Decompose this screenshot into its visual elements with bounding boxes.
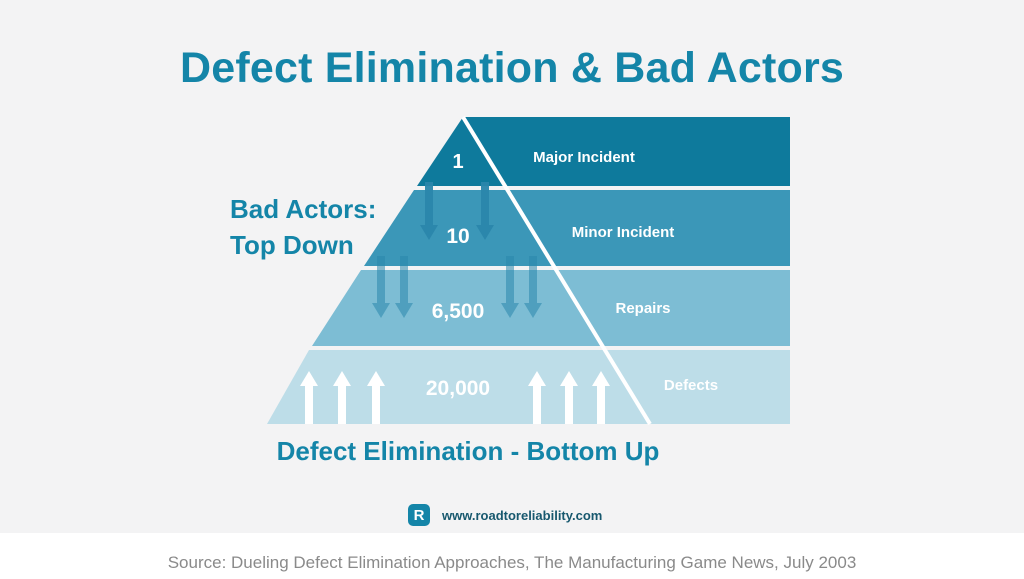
up-arrow-icon — [300, 371, 318, 424]
up-arrow-icon — [592, 371, 610, 424]
up-arrow-icon — [367, 371, 385, 424]
tier-value: 20,000 — [426, 377, 490, 400]
up-arrow-icon — [333, 371, 351, 424]
brand-url: www.roadtoreliability.com — [442, 507, 603, 523]
up-arrow-icon — [560, 371, 578, 424]
tier-label: Defects — [664, 377, 718, 394]
tier-value: 10 — [446, 225, 469, 248]
bad-actors-label-line1: Bad Actors: — [230, 194, 377, 224]
tier-major-incident: 1 Major Incident — [417, 117, 790, 186]
source-note: Source: Dueling Defect Elimination Appro… — [167, 553, 857, 572]
down-arrow-icon — [524, 256, 542, 318]
tier-minor-incident: 10 Minor Incident — [364, 190, 790, 266]
diagram-title: Defect Elimination & Bad Actors — [179, 44, 845, 92]
down-arrow-icon — [420, 182, 438, 240]
brand-footer: R www.roadtoreliability.com — [408, 502, 602, 528]
defect-elimination-label: Defect Elimination - Bottom Up — [276, 436, 660, 466]
brand-logo-icon: R — [408, 504, 430, 526]
tier-defects: 20,000 Defects — [267, 350, 790, 424]
tier-shape — [364, 190, 790, 266]
bottom-up-arrows — [300, 371, 610, 424]
bad-actors-label-line2: Top Down — [230, 230, 354, 260]
bad-actors-label: Bad Actors: Top Down — [230, 191, 376, 263]
down-arrow-icon — [372, 256, 390, 318]
tier-label: Minor Incident — [572, 224, 675, 241]
top-down-arrows — [372, 182, 542, 318]
tier-value: 1 — [452, 151, 463, 173]
diagonal-separator — [461, 115, 652, 426]
down-arrow-icon — [395, 256, 413, 318]
tier-shape — [312, 270, 790, 346]
up-arrow-icon — [528, 371, 546, 424]
tier-repairs: 6,500 Repairs — [312, 270, 790, 346]
tier-value: 6,500 — [432, 300, 485, 323]
tier-label: Major Incident — [533, 149, 635, 166]
tier-shape — [267, 350, 790, 424]
down-arrow-icon — [501, 256, 519, 318]
tier-shape — [417, 117, 790, 186]
tier-label: Repairs — [615, 300, 670, 317]
down-arrow-icon — [476, 182, 494, 240]
